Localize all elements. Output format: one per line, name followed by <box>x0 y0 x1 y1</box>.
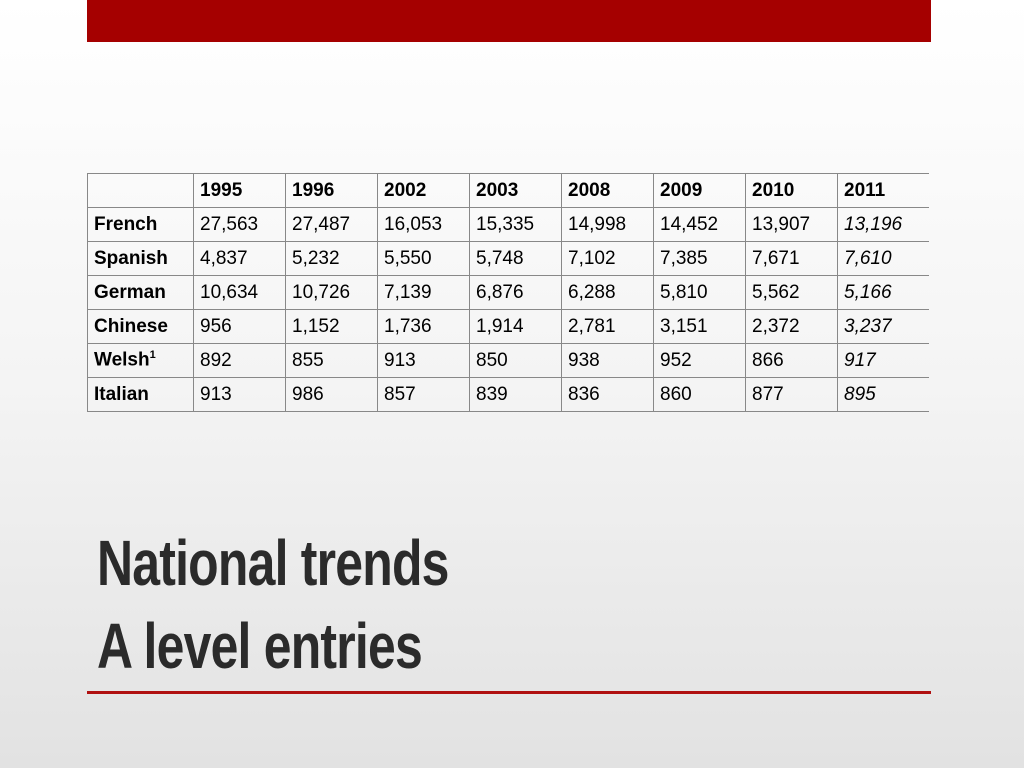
table-row: Spanish 4,837 5,232 5,550 5,748 7,102 7,385 7,6… <box>87 241 929 276</box>
footnote-mark: 1 <box>149 349 156 362</box>
value-cell: 956 <box>193 309 286 344</box>
value-cell: 836 <box>561 377 654 412</box>
value-cell: 5,232 <box>285 241 378 276</box>
value-cell: 10,726 <box>285 275 378 310</box>
title-rule <box>87 691 931 694</box>
value-cell: 7,385 <box>653 241 746 276</box>
row-label: Spanish <box>87 241 194 276</box>
title-line: A level entries <box>97 610 423 682</box>
value-cell: 1,152 <box>285 309 378 344</box>
value-cell: 5,748 <box>469 241 562 276</box>
header-cell: 2009 <box>653 173 746 208</box>
value-cell: 917 <box>837 343 929 378</box>
data-table: 1995 1996 2002 2003 2008 2009 2010 2011 French 27… <box>87 173 929 412</box>
corner-cell <box>87 173 194 208</box>
value-cell: 15,335 <box>469 207 562 242</box>
title: National trends A level entries <box>97 522 449 688</box>
value-cell: 892 <box>193 343 286 378</box>
value-cell: 2,372 <box>745 309 838 344</box>
value-cell: 877 <box>745 377 838 412</box>
table-row: Italian 913 986 857 839 836 860 877 895 <box>87 377 929 412</box>
title-line: National trends <box>97 527 449 599</box>
value-cell: 13,196 <box>837 207 929 242</box>
value-cell: 860 <box>653 377 746 412</box>
value-cell: 27,487 <box>285 207 378 242</box>
top-bar <box>87 0 931 42</box>
value-cell: 850 <box>469 343 562 378</box>
value-cell: 2,781 <box>561 309 654 344</box>
value-cell: 6,288 <box>561 275 654 310</box>
row-label: Welsh1 <box>87 343 194 378</box>
value-cell: 10,634 <box>193 275 286 310</box>
value-cell: 16,053 <box>377 207 470 242</box>
value-cell: 7,610 <box>837 241 929 276</box>
value-cell: 5,810 <box>653 275 746 310</box>
header-cell: 1995 <box>193 173 286 208</box>
value-cell: 857 <box>377 377 470 412</box>
value-cell: 938 <box>561 343 654 378</box>
value-cell: 986 <box>285 377 378 412</box>
header-cell: 2010 <box>745 173 838 208</box>
row-label: French <box>87 207 194 242</box>
header-cell: 2002 <box>377 173 470 208</box>
header-cell: 2003 <box>469 173 562 208</box>
table-row: German 10,634 10,726 7,139 6,876 6,288 5,810 5,… <box>87 275 929 310</box>
value-cell: 7,102 <box>561 241 654 276</box>
value-cell: 14,452 <box>653 207 746 242</box>
value-cell: 5,562 <box>745 275 838 310</box>
value-cell: 7,139 <box>377 275 470 310</box>
row-label-text: Italian <box>94 383 149 405</box>
header-cell: 2011 <box>837 173 929 208</box>
row-label-text: Chinese <box>94 315 168 337</box>
value-cell: 952 <box>653 343 746 378</box>
value-cell: 13,907 <box>745 207 838 242</box>
value-cell: 913 <box>377 343 470 378</box>
row-label: Chinese <box>87 309 194 344</box>
value-cell: 3,237 <box>837 309 929 344</box>
row-label-text: German <box>94 281 166 303</box>
value-cell: 913 <box>193 377 286 412</box>
value-cell: 1,736 <box>377 309 470 344</box>
table-row: Welsh1 892 855 913 850 938 952 866 917 <box>87 343 929 378</box>
value-cell: 5,550 <box>377 241 470 276</box>
header-row: 1995 1996 2002 2003 2008 2009 2010 2011 <box>87 173 929 208</box>
value-cell: 5,166 <box>837 275 929 310</box>
value-cell: 3,151 <box>653 309 746 344</box>
value-cell: 855 <box>285 343 378 378</box>
value-cell: 866 <box>745 343 838 378</box>
header-cell: 2008 <box>561 173 654 208</box>
value-cell: 27,563 <box>193 207 286 242</box>
row-label-text: Welsh <box>94 349 150 371</box>
value-cell: 6,876 <box>469 275 562 310</box>
value-cell: 14,998 <box>561 207 654 242</box>
table-row: French 27,563 27,487 16,053 15,335 14,998 14,4… <box>87 207 929 242</box>
row-label-text: Spanish <box>94 247 168 269</box>
header-cell: 1996 <box>285 173 378 208</box>
value-cell: 839 <box>469 377 562 412</box>
table-row: Chinese 956 1,152 1,736 1,914 2,781 3,151 2,372… <box>87 309 929 344</box>
value-cell: 7,671 <box>745 241 838 276</box>
row-label-text: French <box>94 213 158 235</box>
value-cell: 4,837 <box>193 241 286 276</box>
row-label: German <box>87 275 194 310</box>
row-label: Italian <box>87 377 194 412</box>
value-cell: 1,914 <box>469 309 562 344</box>
value-cell: 895 <box>837 377 929 412</box>
